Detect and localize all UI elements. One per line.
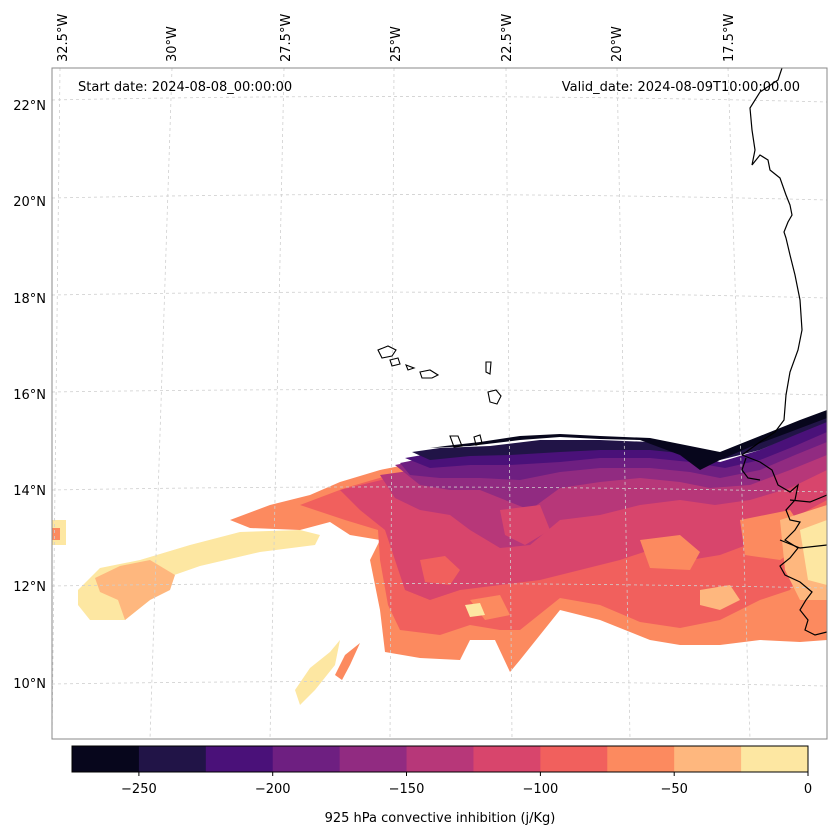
- lat-label-20n: 20°N: [13, 195, 46, 210]
- lon-label-27-5w: 27.5°W: [279, 14, 294, 62]
- colorbar-swatch: [406, 746, 474, 772]
- map-panel: [52, 68, 827, 739]
- lon-label-20w: 20°W: [610, 26, 625, 62]
- colorbar-swatches: [72, 746, 809, 772]
- lon-label-32-5w: 32.5°W: [56, 14, 71, 62]
- colorbar-swatch: [272, 746, 341, 772]
- start-date-label: Start date: 2024-08-08_00:00:00: [78, 80, 292, 95]
- colorbar-swatch: [72, 746, 140, 772]
- colorbar-tick-minus200: −200: [255, 782, 291, 797]
- lat-label-22n: 22°N: [13, 99, 46, 114]
- colorbar-swatch: [607, 746, 675, 772]
- lat-label-18n: 18°N: [13, 292, 46, 307]
- colorbar-ticks: −250 −200 −150 −100 −50 0: [121, 772, 812, 797]
- longitude-labels: 32.5°W 30°W 27.5°W 25°W 22.5°W 20°W 17.5…: [56, 14, 737, 62]
- colorbar: −250 −200 −150 −100 −50 0 925 hPa convec…: [71, 745, 812, 826]
- colorbar-swatch: [674, 746, 742, 772]
- map-frame: [51, 67, 828, 740]
- colorbar-swatch: [138, 746, 207, 772]
- colorbar-swatch: [205, 746, 274, 772]
- lon-label-25w: 25°W: [389, 26, 404, 62]
- graticule: [52, 68, 827, 739]
- colorbar-label: 925 hPa convective inhibition (j/Kg): [325, 811, 556, 826]
- lat-label-10n: 10°N: [13, 677, 46, 692]
- colorbar-swatch: [741, 746, 809, 772]
- coastlines: [741, 68, 827, 636]
- lon-label-17-5w: 17.5°W: [722, 14, 737, 62]
- colorbar-tick-minus100: −100: [523, 782, 559, 797]
- lat-label-12n: 12°N: [13, 580, 46, 595]
- colorbar-tick-minus250: −250: [121, 782, 157, 797]
- colorbar-swatch: [339, 746, 408, 772]
- colorbar-tick-0: 0: [804, 782, 812, 797]
- colorbar-swatch: [540, 746, 608, 772]
- colorbar-tick-minus150: −150: [389, 782, 425, 797]
- valid-date-label: Valid_date: 2024-08-09T10:00:00.00: [562, 80, 800, 95]
- cin-field: [52, 410, 827, 705]
- lat-label-14n: 14°N: [13, 484, 46, 499]
- colorbar-frame: [71, 745, 809, 773]
- lon-label-22-5w: 22.5°W: [500, 14, 515, 62]
- latitude-labels: 22°N 20°N 18°N 16°N 14°N 12°N 10°N: [13, 99, 46, 692]
- cape-verde-islands: [377, 345, 502, 448]
- lon-label-30w: 30°W: [165, 26, 180, 62]
- lat-label-16n: 16°N: [13, 388, 46, 403]
- colorbar-swatch: [473, 746, 541, 772]
- colorbar-tick-minus50: −50: [660, 782, 687, 797]
